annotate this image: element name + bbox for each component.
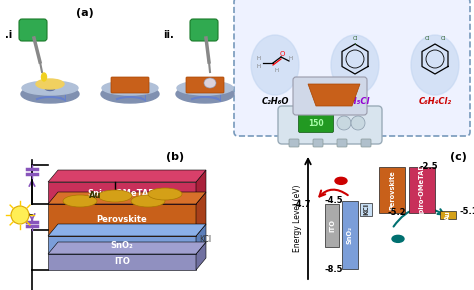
Ellipse shape [200,86,210,90]
FancyBboxPatch shape [342,201,358,269]
Text: Spiro-OMeTAD: Spiro-OMeTAD [88,188,156,197]
Text: 150: 150 [308,119,324,128]
Text: -5.1: -5.1 [460,207,474,216]
Circle shape [11,206,29,224]
FancyBboxPatch shape [409,166,435,213]
Text: H: H [257,55,261,61]
Ellipse shape [22,81,78,95]
FancyBboxPatch shape [337,139,347,147]
Text: Cl: Cl [424,36,429,41]
Text: SnO₂: SnO₂ [110,240,133,249]
Text: KCl: KCl [199,235,211,244]
Text: -4.7: -4.7 [292,200,311,209]
Polygon shape [48,224,206,236]
Ellipse shape [98,190,132,202]
Text: Cl: Cl [352,36,357,41]
Circle shape [337,116,351,130]
Ellipse shape [177,81,233,95]
Text: H: H [257,64,261,68]
Polygon shape [48,242,206,254]
Text: ITO: ITO [114,258,130,267]
FancyBboxPatch shape [325,204,339,247]
Text: H: H [289,57,293,61]
FancyBboxPatch shape [361,139,371,147]
Text: ii.: ii. [163,30,174,40]
FancyBboxPatch shape [186,77,224,93]
Text: O: O [279,51,285,57]
Text: Perovskite: Perovskite [97,215,147,224]
FancyBboxPatch shape [379,166,405,213]
FancyBboxPatch shape [440,211,456,219]
Text: -4.5: -4.5 [324,196,343,205]
Polygon shape [48,254,196,270]
Text: -2.5: -2.5 [419,162,438,171]
Text: Spiro-OMeTAD: Spiro-OMeTAD [419,163,425,217]
Text: -5.2: -5.2 [387,208,406,218]
Text: Cl: Cl [440,36,446,41]
Polygon shape [48,236,196,254]
Ellipse shape [204,78,216,88]
Polygon shape [48,182,196,204]
Ellipse shape [45,86,55,90]
Text: C₂H₆O: C₂H₆O [261,97,289,106]
FancyBboxPatch shape [19,19,47,41]
Polygon shape [196,192,206,236]
Text: Energy Level (eV): Energy Level (eV) [293,184,302,252]
Ellipse shape [335,177,347,184]
Polygon shape [48,204,196,236]
Ellipse shape [102,81,158,95]
Text: (b): (b) [166,152,184,162]
Polygon shape [308,84,360,106]
FancyBboxPatch shape [278,106,382,144]
FancyBboxPatch shape [190,19,218,41]
Ellipse shape [63,195,97,207]
FancyBboxPatch shape [313,139,323,147]
Text: H: H [275,68,279,73]
Text: SnO₂: SnO₂ [347,226,353,244]
Text: (c): (c) [449,152,466,162]
FancyBboxPatch shape [234,0,470,136]
Text: C₆H₄Cl₂: C₆H₄Cl₂ [419,97,452,106]
Text: -8.5: -8.5 [325,265,343,274]
Ellipse shape [148,188,182,200]
FancyBboxPatch shape [299,113,334,133]
Polygon shape [196,170,206,204]
Polygon shape [48,192,206,204]
Ellipse shape [331,35,379,95]
Ellipse shape [125,86,135,90]
Polygon shape [196,242,206,270]
Ellipse shape [21,85,79,103]
FancyBboxPatch shape [360,203,372,216]
Polygon shape [196,224,206,254]
Ellipse shape [36,79,64,89]
Text: .i: .i [5,30,12,40]
Text: C₆H₅Cl: C₆H₅Cl [340,97,370,106]
Text: ITO: ITO [329,219,335,232]
Text: Au: Au [445,210,451,220]
Polygon shape [48,170,206,182]
Text: Perovskite: Perovskite [389,170,395,210]
FancyBboxPatch shape [111,77,149,93]
Ellipse shape [42,73,46,81]
FancyBboxPatch shape [293,77,367,115]
Text: KCl: KCl [363,203,369,215]
Circle shape [351,116,365,130]
Text: Au: Au [89,191,101,200]
FancyBboxPatch shape [289,139,299,147]
Ellipse shape [101,85,159,103]
Ellipse shape [251,35,299,95]
Ellipse shape [411,35,459,95]
Ellipse shape [131,195,165,207]
Ellipse shape [392,235,404,242]
Text: (a): (a) [76,8,94,18]
Ellipse shape [176,85,234,103]
